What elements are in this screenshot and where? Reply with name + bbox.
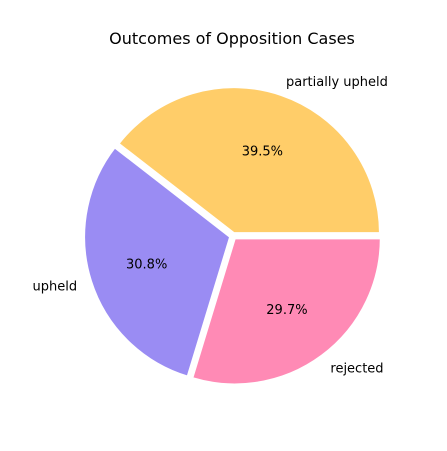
chart-title: Outcomes of Opposition Cases: [109, 29, 355, 48]
pie-category-label: upheld: [32, 280, 77, 295]
pie-category-label: rejected: [330, 361, 383, 376]
pie-slice-rejected: [191, 237, 382, 386]
pie-slices: [83, 86, 382, 386]
pie-slice-upheld: [83, 146, 232, 378]
pie-percent-label: 29.7%: [266, 303, 307, 318]
pie-percent-label: 30.8%: [126, 257, 167, 272]
pie-slice-partially-upheld: [117, 86, 381, 235]
pie-labels: 39.5% partially upheld 30.8% upheld 29.7% rej…: [32, 75, 387, 376]
pie-percent-label: 39.5%: [242, 144, 283, 159]
pie-category-label: partially upheld: [286, 75, 388, 90]
